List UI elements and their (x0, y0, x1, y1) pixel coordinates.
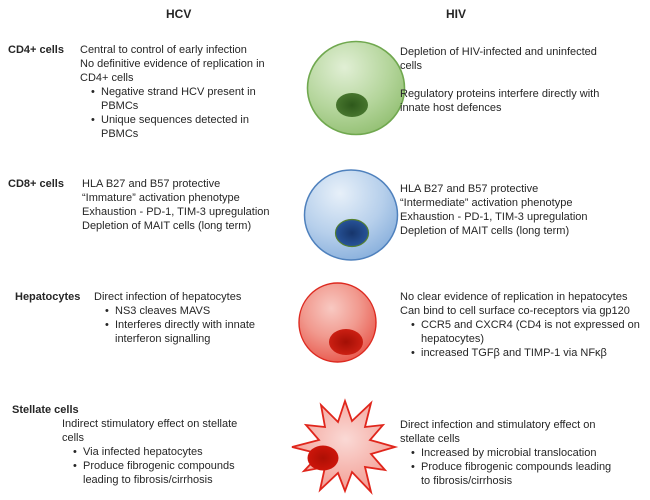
paragraph: HLA B27 and B57 protective “Intermediate… (400, 183, 588, 237)
cell-body (291, 398, 399, 496)
cd4-green-cell-illustration (306, 40, 406, 136)
paragraph: Direct infection of hepatocytes (94, 291, 242, 303)
paragraph: Indirect stimulatory effect on stellate … (62, 418, 238, 444)
bullet-icon: • (105, 319, 109, 331)
hepatocyte-red-cell-illustration (298, 282, 377, 363)
bullet-text: NS3 cleaves MAVS (115, 305, 211, 317)
column-header-hiv: HIV (446, 7, 467, 21)
bullet-icon: • (411, 319, 415, 331)
paragraph: No clear evidence of replication in hepa… (400, 291, 630, 317)
paragraph: HLA B27 and B57 protective “Immature” ac… (82, 178, 270, 232)
column-header-hcv: HCV (166, 7, 192, 21)
cell-nucleus (307, 445, 339, 471)
bullet-item: • CCR5 and CXCR4 (CD4 is not expressed o… (400, 318, 650, 346)
bullet-text: Increased by microbial translocation (421, 447, 597, 459)
bullet-icon: • (411, 447, 415, 459)
paragraph: Depletion of HIV-infected and uninfected… (400, 46, 597, 72)
cd8-blue-cell-illustration (303, 169, 399, 261)
bullet-item: • Negative strand HCV present in PBMCs (80, 85, 308, 113)
hcv-stellate-text-block: Indirect stimulatory effect on stellate … (62, 417, 292, 487)
paragraph: Direct infection and stimulatory effect … (400, 419, 596, 445)
bullet-icon: • (105, 305, 109, 317)
cell-nucleus (336, 93, 368, 117)
bullet-text: increased TGFβ and TIMP-1 via NFκβ (421, 347, 607, 359)
row-label-hepatocytes: Hepatocytes (15, 291, 81, 303)
bullet-icon: • (411, 461, 415, 473)
cell-body (306, 40, 406, 136)
bullet-item: • increased TGFβ and TIMP-1 via NFκβ (400, 346, 650, 360)
hcv-hepatocytes-text-block: Direct infection of hepatocytes • NS3 cl… (94, 290, 304, 346)
hcv-cd4-text-block: Central to control of early infection No… (80, 43, 308, 141)
bullet-text: Negative strand HCV present in PBMCs (101, 86, 256, 112)
row-label-stellate-cells: Stellate cells (12, 404, 79, 416)
bullet-text: Unique sequences detected in PBMCs (101, 114, 249, 140)
bullet-text: Via infected hepatocytes (83, 446, 203, 458)
bullet-icon: • (91, 86, 95, 98)
paragraph: Central to control of early infection No… (80, 44, 265, 84)
cell-body (303, 169, 399, 261)
paragraph: Regulatory proteins interfere directly w… (400, 88, 600, 114)
bullet-item: • Via infected hepatocytes (62, 445, 292, 459)
cell-nucleus (334, 218, 370, 248)
bullet-text: Interferes directly with innate interfer… (115, 319, 256, 345)
bullet-item: • Produce fibrogenic compounds leading t… (62, 459, 292, 487)
bullet-item: • Produce fibrogenic compounds leading t… (400, 460, 650, 488)
bullet-item: • NS3 cleaves MAVS (94, 304, 304, 318)
bullet-icon: • (91, 114, 95, 126)
bullet-icon: • (73, 460, 77, 472)
hcv-cd8-text-block: HLA B27 and B57 protective “Immature” ac… (82, 177, 312, 233)
bullet-text: Produce fibrogenic compounds leading to … (83, 460, 235, 486)
hiv-cd8-text-block: HLA B27 and B57 protective “Intermediate… (400, 182, 645, 238)
bullet-item: • Unique sequences detected in PBMCs (80, 113, 308, 141)
bullet-text: Produce fibrogenic compounds leading to … (421, 461, 612, 487)
hiv-cd4-text-block: Depletion of HIV-infected and uninfected… (400, 45, 645, 115)
cell-nucleus (329, 329, 363, 355)
row-label-cd4-cells: CD4+ cells (8, 44, 64, 56)
hiv-hepatocytes-text-block: No clear evidence of replication in hepa… (400, 290, 650, 360)
bullet-icon: • (411, 347, 415, 359)
stellate-cell-star-illustration (291, 398, 399, 496)
bullet-item: • Increased by microbial translocation (400, 446, 650, 460)
bullet-icon: • (73, 446, 77, 458)
row-label-cd8-cells: CD8+ cells (8, 178, 64, 190)
hiv-stellate-text-block: Direct infection and stimulatory effect … (400, 418, 650, 488)
bullet-text: CCR5 and CXCR4 (CD4 is not expressed on … (421, 319, 640, 345)
bullet-item: • Interferes directly with innate interf… (94, 318, 304, 346)
